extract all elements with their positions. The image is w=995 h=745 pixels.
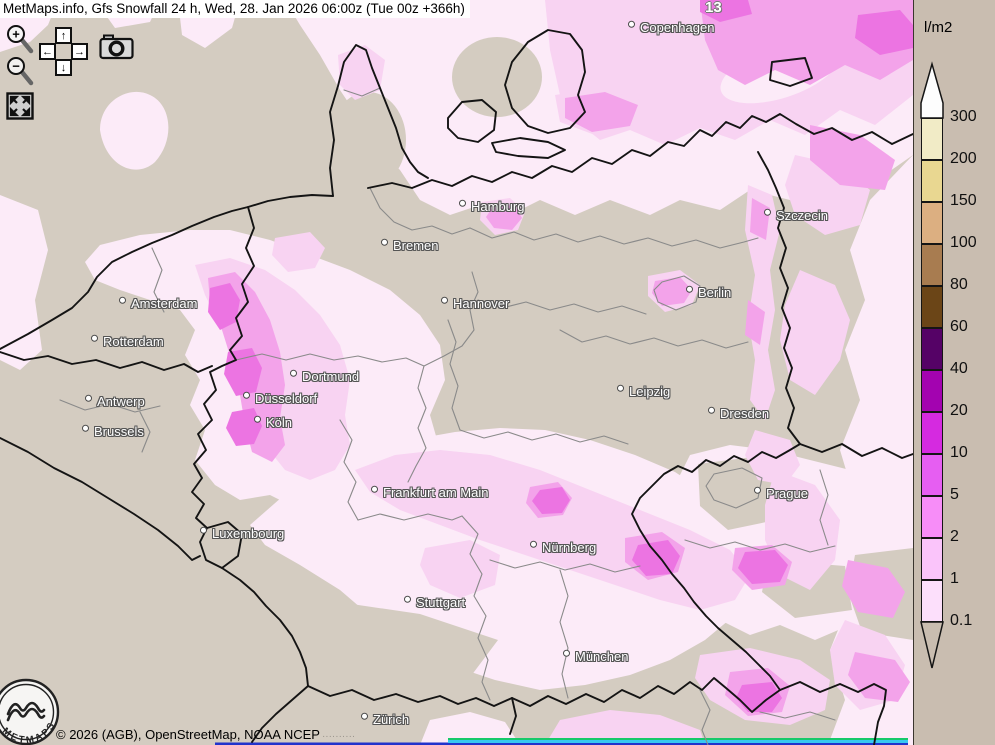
- map-title: MetMaps.info, Gfs Snowfall 24 h, Wed, 28…: [0, 0, 470, 18]
- legend-unit-label: l/m2: [924, 19, 953, 36]
- legend-tick-label: 5: [950, 486, 959, 504]
- legend-tick-label: 2: [950, 528, 959, 546]
- pan-left-button[interactable]: ←: [39, 43, 56, 60]
- zoom-out-button[interactable]: −: [6, 56, 34, 86]
- magnifier-plus-icon: +: [7, 25, 34, 54]
- legend-color-segment: [921, 160, 943, 202]
- legend-color-segment: [921, 286, 943, 328]
- legend-top-arrow: [920, 61, 944, 119]
- attribution-copyright: © 2026: [56, 727, 102, 742]
- arrow-up-icon: ↑: [60, 29, 67, 42]
- expand-arrows-icon: [6, 92, 34, 120]
- legend-color-segment: [921, 328, 943, 370]
- state-borders: [59, 87, 836, 745]
- country-borders: [0, 29, 914, 745]
- camera-icon: [99, 34, 134, 60]
- legend-bottom-arrow: [920, 621, 944, 669]
- legend-color-segment: [921, 244, 943, 286]
- svg-text:−: −: [12, 59, 20, 74]
- legend-tick-label: 150: [950, 192, 977, 210]
- pan-right-button[interactable]: →: [71, 43, 88, 60]
- legend-tick-label: 80: [950, 276, 968, 294]
- metmaps-logo[interactable]: METMAPS: [0, 676, 72, 745]
- pan-up-button[interactable]: ↑: [55, 27, 72, 44]
- legend-tick-label: 60: [950, 318, 968, 336]
- arrow-left-icon: ←: [42, 45, 53, 58]
- legend-color-segment: [921, 496, 943, 538]
- legend-tick-label: 20: [950, 402, 968, 420]
- snowfall-layer-intense: [208, 0, 913, 712]
- legend-tick-label: 300: [950, 108, 977, 126]
- screenshot-button[interactable]: [99, 33, 135, 66]
- fullscreen-button[interactable]: [6, 92, 35, 126]
- legend-tick-label: 200: [950, 150, 977, 168]
- legend-color-segment: [921, 412, 943, 454]
- agb-link[interactable]: (AGB): [101, 727, 138, 742]
- pan-down-button[interactable]: ↓: [55, 59, 72, 76]
- legend-color-segment: [921, 118, 943, 160]
- legend-color-segment: [921, 454, 943, 496]
- legend-tick-label: 10: [950, 444, 968, 462]
- attribution-overlap-text: ··········: [321, 731, 356, 742]
- zoom-in-button[interactable]: +: [6, 24, 34, 54]
- legend-color-segment: [921, 202, 943, 244]
- svg-text:+: +: [12, 27, 20, 42]
- arrow-down-icon: ↓: [60, 61, 67, 74]
- legend-color-segment: [921, 580, 943, 622]
- legend-tick-label: 40: [950, 360, 968, 378]
- legend-tick-label: 1: [950, 570, 959, 588]
- bottom-edge-strips: [215, 738, 908, 745]
- pan-pad: ↑ ← → ↓: [38, 26, 90, 78]
- attribution: © 2026 (AGB), OpenStreetMap, NOAA NCEP ··…: [56, 727, 355, 742]
- legend-tick-label: 100: [950, 234, 977, 252]
- legend-tick-label: 0.1: [950, 612, 973, 630]
- legend-scale: l/m2 300 200 150 100 80 60 40 20 10 5 2 1 0.1: [913, 0, 995, 745]
- magnifier-minus-icon: −: [7, 57, 34, 86]
- arrow-right-icon: →: [74, 45, 85, 58]
- attribution-sources: , OpenStreetMap, NOAA NCEP: [137, 727, 320, 742]
- legend-color-segment: [921, 370, 943, 412]
- legend-color-segment: [921, 538, 943, 580]
